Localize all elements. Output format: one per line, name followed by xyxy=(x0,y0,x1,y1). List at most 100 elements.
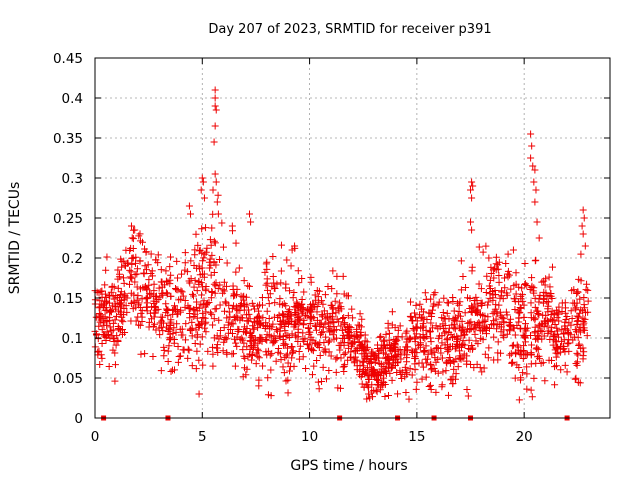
data-point xyxy=(552,353,560,361)
data-point xyxy=(307,278,315,286)
data-point xyxy=(499,295,507,303)
data-point xyxy=(314,378,322,386)
data-point xyxy=(232,239,240,247)
data-point xyxy=(569,336,577,344)
data-point xyxy=(160,346,168,354)
data-point xyxy=(292,310,300,318)
data-point xyxy=(468,341,476,349)
data-point xyxy=(531,294,539,302)
data-point xyxy=(253,314,261,322)
data-point xyxy=(384,356,392,364)
data-point xyxy=(454,363,462,371)
data-point xyxy=(333,354,341,362)
data-point xyxy=(451,315,459,323)
data-point xyxy=(501,284,509,292)
data-point xyxy=(532,186,540,194)
data-point xyxy=(127,289,135,297)
data-point xyxy=(210,138,218,146)
data-point xyxy=(439,368,447,376)
data-point xyxy=(181,336,189,344)
data-point xyxy=(286,306,294,314)
data-point xyxy=(280,310,288,318)
data-point xyxy=(126,266,134,274)
data-point xyxy=(165,325,173,333)
data-point xyxy=(376,386,384,394)
data-point xyxy=(228,320,236,328)
data-point xyxy=(199,361,207,369)
data-point xyxy=(191,276,199,284)
data-point xyxy=(471,320,479,328)
data-point xyxy=(581,242,589,250)
data-point xyxy=(177,295,185,303)
data-point xyxy=(119,318,127,326)
data-point xyxy=(308,304,316,312)
data-point xyxy=(239,336,247,344)
data-point xyxy=(555,317,563,325)
data-point xyxy=(523,282,531,290)
data-point xyxy=(507,315,515,323)
data-point xyxy=(282,318,290,326)
data-point xyxy=(166,326,174,334)
axis-ticks: 0 0.05 0.1 0.15 0.2 0.25 0.3 0.35 0.4 0.45 0 5 10 15 2… xyxy=(53,51,610,445)
data-point xyxy=(193,287,201,295)
data-point xyxy=(185,277,193,285)
data-point xyxy=(311,321,319,329)
data-point xyxy=(485,254,493,262)
data-point xyxy=(98,354,106,362)
data-point xyxy=(370,351,378,359)
data-point xyxy=(199,301,207,309)
data-point xyxy=(370,387,378,395)
data-point xyxy=(418,375,426,383)
data-point xyxy=(141,245,149,253)
data-point xyxy=(298,310,306,318)
data-point xyxy=(162,267,170,275)
data-point xyxy=(263,307,271,315)
data-point xyxy=(98,293,106,301)
data-point xyxy=(239,293,247,301)
data-point xyxy=(563,368,571,376)
data-point xyxy=(443,309,451,317)
data-point xyxy=(143,286,151,294)
data-point xyxy=(151,293,159,301)
data-point xyxy=(468,178,476,186)
data-point xyxy=(467,186,475,194)
data-point xyxy=(412,301,420,309)
data-point xyxy=(511,331,519,339)
data-point xyxy=(135,232,143,240)
data-point xyxy=(386,341,394,349)
data-point xyxy=(320,338,328,346)
data-point xyxy=(411,354,419,362)
data-point xyxy=(463,385,471,393)
data-point xyxy=(543,298,551,306)
chart-title: Day 207 of 2023, SRMTID for receiver p39… xyxy=(208,22,491,37)
data-point xyxy=(316,352,324,360)
data-point xyxy=(123,294,131,302)
data-point xyxy=(311,291,319,299)
data-point xyxy=(269,320,277,328)
data-point xyxy=(410,326,418,334)
data-point xyxy=(232,268,240,276)
data-point xyxy=(111,361,119,369)
data-point xyxy=(127,222,135,230)
data-point xyxy=(320,307,328,315)
data-point xyxy=(212,279,220,287)
data-point xyxy=(412,330,420,338)
data-point xyxy=(332,368,340,376)
data-point xyxy=(517,347,525,355)
data-point xyxy=(565,347,573,355)
y-tick-label: 0.35 xyxy=(53,131,83,147)
data-point xyxy=(548,357,556,365)
data-point xyxy=(443,359,451,367)
data-point xyxy=(421,347,429,355)
data-point xyxy=(551,320,559,328)
data-point xyxy=(507,322,515,330)
data-point xyxy=(195,390,203,398)
data-point xyxy=(210,268,218,276)
data-point xyxy=(527,341,535,349)
data-point xyxy=(279,336,287,344)
data-point xyxy=(129,235,137,243)
data-point xyxy=(299,321,307,329)
data-point xyxy=(306,314,314,322)
data-point xyxy=(533,353,541,361)
data-point xyxy=(380,337,388,345)
